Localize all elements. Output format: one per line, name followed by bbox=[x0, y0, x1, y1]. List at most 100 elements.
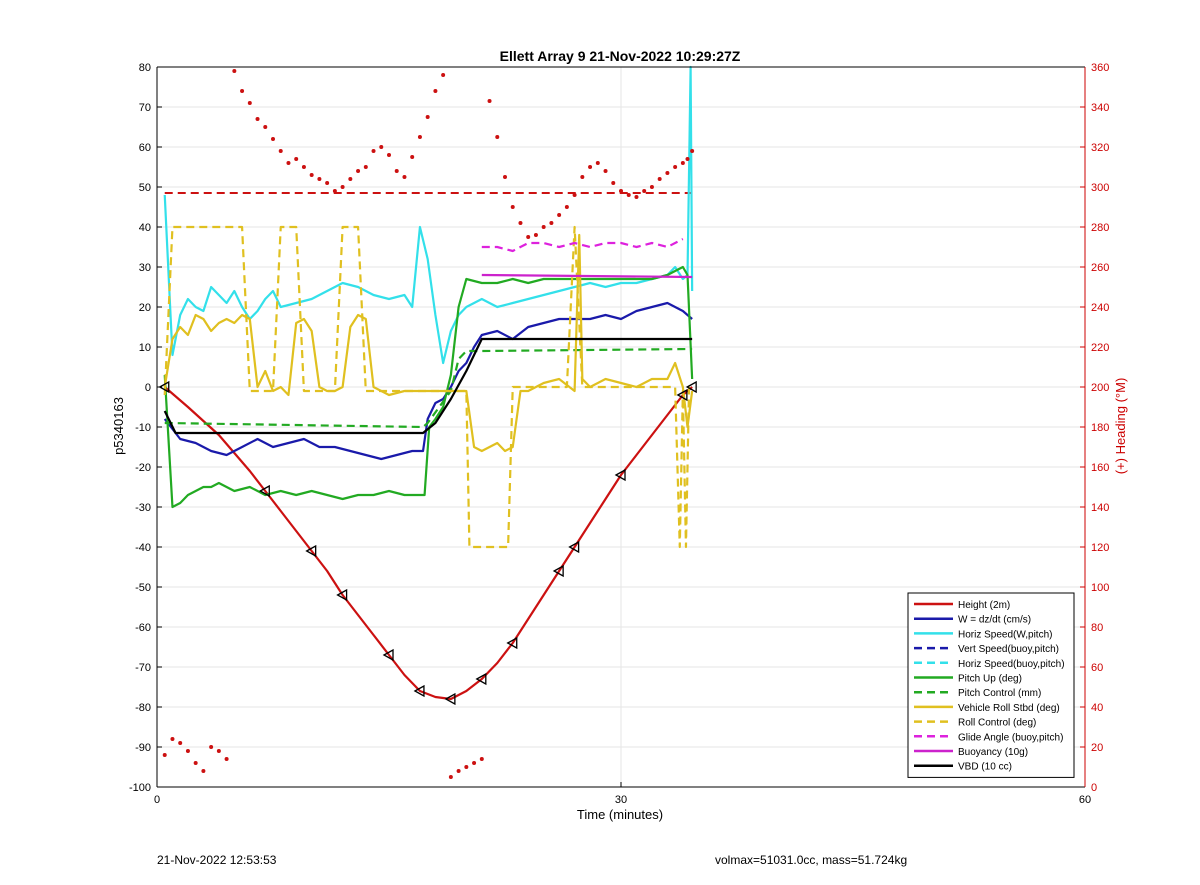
series-line-8 bbox=[163, 225, 693, 549]
heading-point bbox=[294, 157, 299, 161]
heading-point bbox=[549, 221, 554, 225]
y-tick-label: 0 bbox=[145, 382, 151, 394]
height-marker bbox=[614, 468, 626, 482]
legend-label: Roll Control (deg) bbox=[958, 718, 1036, 729]
heading-point bbox=[379, 145, 384, 149]
heading-point bbox=[216, 749, 221, 753]
y2-tick-label: 220 bbox=[1091, 342, 1109, 354]
heading-point bbox=[456, 769, 461, 773]
series-line-10 bbox=[481, 273, 693, 279]
heading-point bbox=[495, 135, 500, 139]
heading-point bbox=[588, 165, 593, 169]
height-marker bbox=[475, 672, 487, 686]
heading-point bbox=[209, 745, 214, 749]
heading-point bbox=[286, 161, 291, 165]
height-marker bbox=[444, 692, 456, 706]
heading-point bbox=[356, 169, 361, 173]
heading-point bbox=[626, 193, 631, 197]
heading-point bbox=[170, 737, 175, 741]
height-marker bbox=[568, 540, 580, 554]
heading-point bbox=[348, 177, 353, 181]
heading-point bbox=[417, 135, 422, 139]
height-marker bbox=[676, 388, 688, 402]
y2-tick-label: 160 bbox=[1091, 462, 1109, 474]
heading-point bbox=[611, 181, 616, 185]
heading-point bbox=[479, 757, 484, 761]
series-line-0 bbox=[164, 386, 693, 701]
height-marker bbox=[685, 380, 697, 394]
y-tick-label: -80 bbox=[135, 702, 151, 714]
heading-point bbox=[278, 149, 283, 153]
axes-layer: -100-90-80-70-60-50-40-30-20-10010203040… bbox=[129, 62, 1109, 806]
height-marker bbox=[382, 648, 394, 662]
y2-tick-label: 340 bbox=[1091, 102, 1109, 114]
y-tick-label: -60 bbox=[135, 622, 151, 634]
height-marker bbox=[158, 380, 170, 394]
y-tick-label: -10 bbox=[135, 422, 151, 434]
heading-point bbox=[247, 101, 252, 105]
heading-point bbox=[402, 175, 407, 179]
series-layer bbox=[163, 65, 694, 701]
heading-point bbox=[394, 169, 399, 173]
y2-tick-label: 40 bbox=[1091, 702, 1103, 714]
y-tick-label: 80 bbox=[139, 62, 151, 74]
y-tick-label: -50 bbox=[135, 582, 151, 594]
series-line-7 bbox=[163, 233, 694, 453]
y-tick-label: 40 bbox=[139, 222, 151, 234]
legend-label: Horiz Speed(W,pitch) bbox=[958, 629, 1052, 640]
chart-title: Ellett Array 9 21-Nov-2022 10:29:27Z bbox=[500, 48, 741, 64]
heading-point bbox=[541, 225, 546, 229]
heading-point bbox=[557, 213, 562, 217]
heading-point bbox=[325, 181, 330, 185]
legend-label: Pitch Control (mm) bbox=[958, 688, 1041, 699]
heading-point bbox=[309, 173, 314, 177]
x-tick-label: 60 bbox=[1079, 794, 1091, 806]
y-tick-label: 50 bbox=[139, 182, 151, 194]
height-marker bbox=[413, 684, 425, 698]
heading-point bbox=[642, 189, 647, 193]
heading-point bbox=[564, 205, 569, 209]
legend-label: VBD (10 cc) bbox=[958, 762, 1012, 773]
y2-tick-label: 140 bbox=[1091, 502, 1109, 514]
y2-tick-label: 120 bbox=[1091, 542, 1109, 554]
x-tick-label: 0 bbox=[154, 794, 160, 806]
y-tick-label: -100 bbox=[129, 782, 151, 794]
heading-point bbox=[387, 153, 391, 157]
x-tick-label: 30 bbox=[615, 794, 627, 806]
heading-point bbox=[464, 765, 469, 769]
series-line-1 bbox=[163, 301, 693, 461]
y-tick-label: -30 bbox=[135, 502, 151, 514]
y2-tick-label: 360 bbox=[1091, 62, 1109, 74]
y-tick-label: -70 bbox=[135, 662, 151, 674]
height-marker bbox=[336, 588, 348, 602]
heading-point bbox=[301, 165, 306, 169]
legend-label: Buoyancy (10g) bbox=[958, 747, 1028, 758]
heading-point bbox=[690, 149, 695, 153]
footer-volmax-mass: volmax=51031.0cc, mass=51.724kg bbox=[715, 853, 908, 867]
heading-point bbox=[433, 89, 438, 93]
y-tick-label: 20 bbox=[139, 302, 151, 314]
y-axis-label: p5340163 bbox=[111, 397, 126, 455]
legend-box bbox=[907, 592, 1075, 778]
y-tick-label: -90 bbox=[135, 742, 151, 754]
heading-point bbox=[665, 171, 670, 175]
heading-point bbox=[371, 149, 376, 153]
heading-point bbox=[425, 115, 430, 119]
heading-point bbox=[673, 165, 678, 169]
legend: Height (2m) W = dz/dt (cm/s) Horiz Speed(W… bbox=[907, 592, 1075, 778]
heading-point bbox=[185, 749, 190, 753]
legend-label: Height (2m) bbox=[958, 600, 1010, 611]
height-marker bbox=[506, 636, 518, 650]
heading-point bbox=[472, 761, 477, 765]
heading-point bbox=[510, 205, 515, 209]
height-marker bbox=[305, 544, 317, 558]
heading-point bbox=[240, 89, 245, 93]
series-line-11 bbox=[163, 337, 693, 435]
y2-tick-label: 320 bbox=[1091, 142, 1109, 154]
legend-label: Glide Angle (buoy,pitch) bbox=[958, 732, 1063, 743]
heading-point bbox=[619, 189, 623, 193]
heading-point bbox=[680, 161, 685, 165]
heading-point bbox=[685, 157, 690, 161]
heading-point bbox=[340, 185, 345, 189]
